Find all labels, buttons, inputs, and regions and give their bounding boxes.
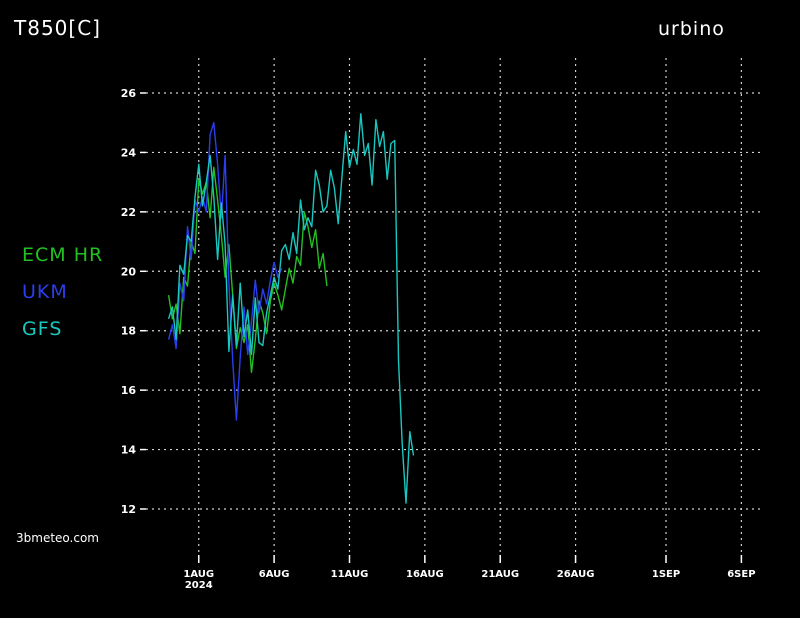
x-tick-label-1AUG: 1AUG [183,569,214,580]
x-tick-label-1SEP: 1SEP [652,569,680,580]
series-line-ukm [167,121,283,421]
y-tick-label-12: 12 [121,503,136,516]
x-tick-label-26AUG: 26AUG [557,569,595,580]
y-tick-label-14: 14 [121,444,137,457]
x-tick-sublabel-2024: 2024 [185,580,213,591]
y-tick-label-20: 20 [121,265,137,278]
watermark: 3bmeteo.com [16,531,99,545]
chart-title: T850[C] [14,16,101,40]
x-tick-label-11AUG: 11AUG [331,569,369,580]
legend-gfs: GFS [22,318,63,340]
y-tick-label-16: 16 [121,384,137,397]
y-tick-label-24: 24 [121,146,137,159]
x-tick-label-6SEP: 6SEP [727,569,755,580]
y-tick-label-18: 18 [121,325,136,338]
x-tick-label-6AUG: 6AUG [259,569,290,580]
x-tick-label-21AUG: 21AUG [481,569,519,580]
series-line-ecm-hr [167,166,328,373]
legend-ecm-hr: ECM HR [22,244,104,266]
series-layer [167,113,415,504]
legend-ukm: UKM [22,281,68,303]
location-name: urbino [658,18,725,40]
y-tick-label-22: 22 [121,206,136,219]
x-tick-label-16AUG: 16AUG [406,569,444,580]
series-line-gfs [167,113,415,504]
y-tick-label-26: 26 [121,87,137,100]
